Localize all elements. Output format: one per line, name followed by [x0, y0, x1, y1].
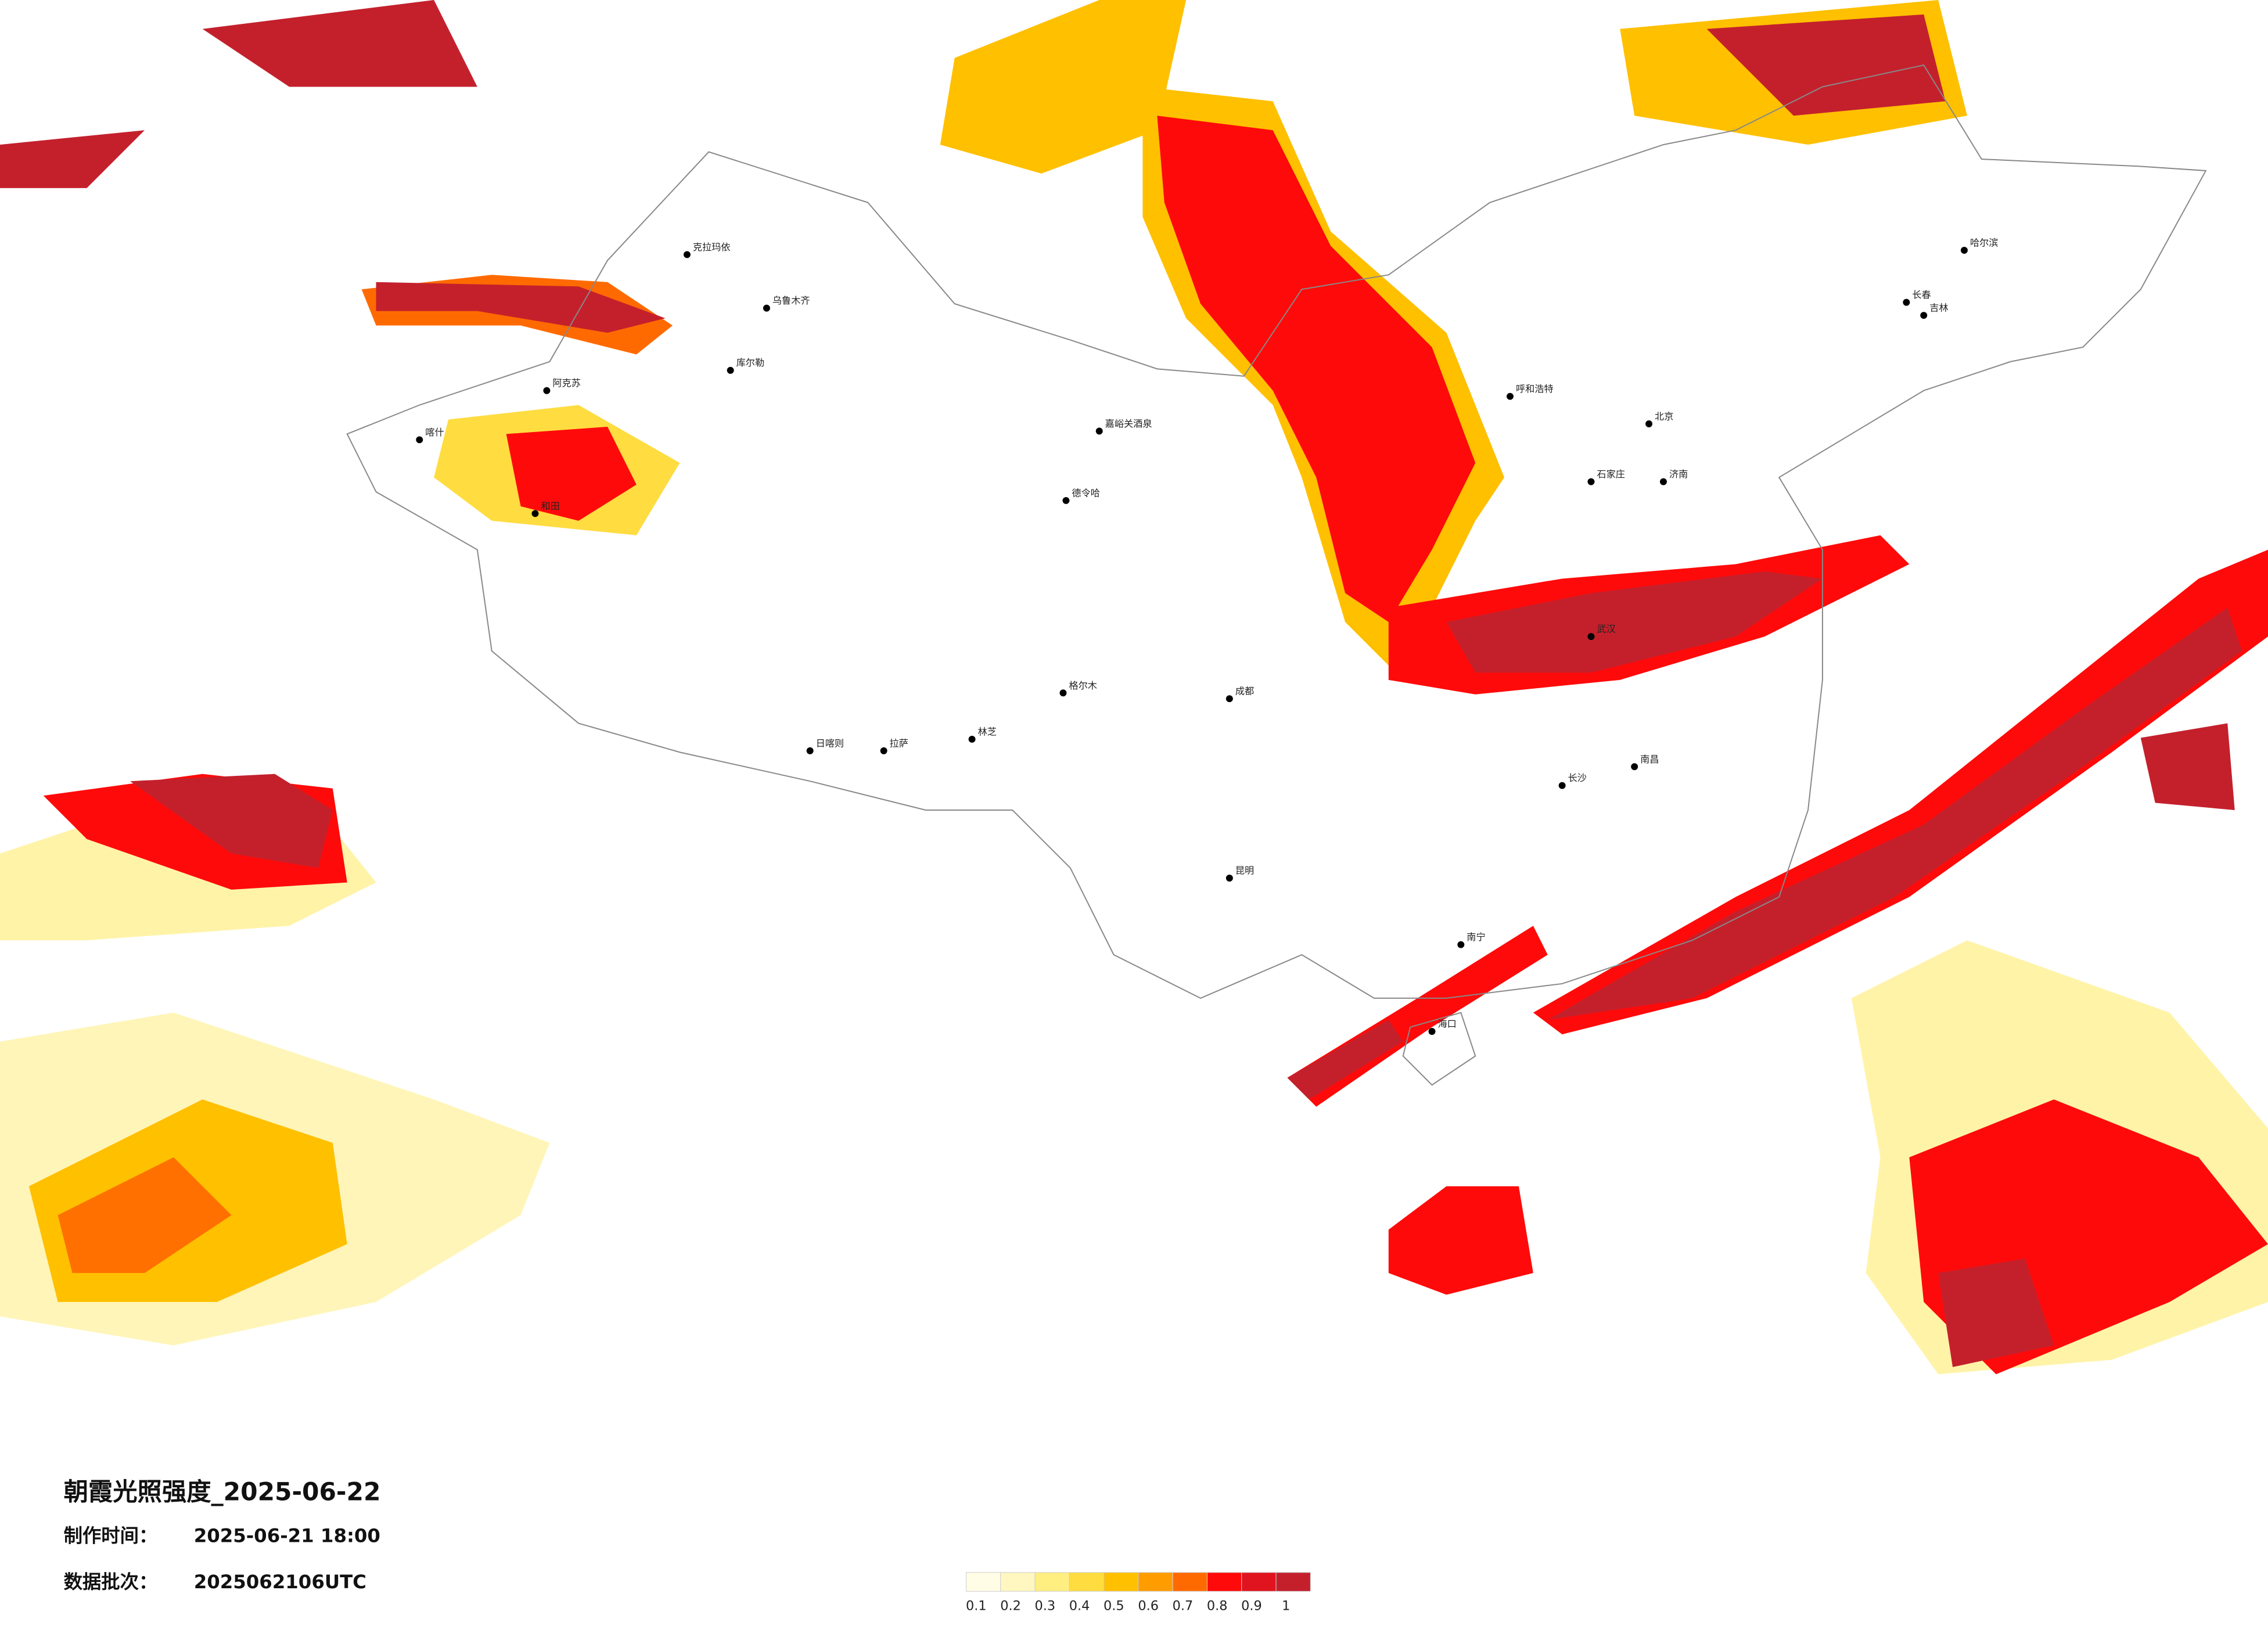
colorbar-tick-label: 0.8 [1207, 1599, 1228, 1614]
city-label: 石家庄 [1597, 469, 1625, 480]
city-label: 克拉玛依 [693, 242, 731, 253]
city-label: 成都 [1235, 686, 1254, 697]
city-label: 和田 [541, 501, 559, 512]
city-label: 拉萨 [890, 738, 908, 749]
city-dot [1062, 497, 1070, 504]
colorbar-swatch [1104, 1572, 1139, 1592]
colorbar-tick-label: 0.2 [1000, 1599, 1021, 1614]
batch-value: 2025062106UTC [194, 1571, 366, 1593]
city-label: 格尔木 [1069, 680, 1097, 691]
city-dot [1225, 875, 1233, 882]
colorbar-swatch [1241, 1572, 1277, 1592]
city-dot [968, 735, 976, 743]
city-dot [1225, 695, 1233, 703]
city-label: 库尔勒 [736, 357, 765, 368]
city-label: 喀什 [425, 427, 444, 438]
city-label: 南宁 [1467, 931, 1485, 942]
city-label: 林芝 [978, 726, 997, 737]
city-label: 长春 [1912, 289, 1931, 300]
colorbar-swatch [1000, 1572, 1036, 1592]
colorbar-tick-label: 0.7 [1173, 1599, 1194, 1614]
city-label: 乌鲁木齐 [772, 295, 810, 306]
colorbar-swatch [966, 1572, 1001, 1592]
city-label: 呼和浩特 [1516, 383, 1554, 394]
city-dot [727, 366, 734, 374]
city-dot [1587, 478, 1595, 485]
city-label: 哈尔滨 [1970, 237, 1999, 248]
city-label: 阿克苏 [552, 377, 581, 388]
colorbar-swatch [1138, 1572, 1173, 1592]
city-dot [1507, 393, 1514, 400]
colorbar-tick-label: 0.4 [1069, 1599, 1090, 1614]
city-label: 长沙 [1568, 772, 1587, 783]
city-label: 日喀则 [816, 738, 844, 749]
city-dot [416, 436, 423, 444]
colorbar-tick-label: 0.5 [1104, 1599, 1124, 1614]
city-label: 嘉峪关酒泉 [1105, 418, 1152, 429]
city-dot [1660, 478, 1667, 485]
colorbar-swatch [1275, 1572, 1311, 1592]
colorbar-tick-label: 0.9 [1241, 1599, 1262, 1614]
city-dot [1428, 1028, 1436, 1035]
city-dot [1095, 427, 1103, 435]
city-label: 吉林 [1929, 303, 1948, 314]
city-dot [1587, 633, 1595, 641]
city-dot [1457, 941, 1465, 948]
city-dot [531, 510, 539, 517]
colorbar-tick-label: 0.1 [966, 1599, 987, 1614]
city-dot [1558, 782, 1566, 789]
colorbar-swatch [1207, 1572, 1242, 1592]
colorbar-swatch [1034, 1572, 1070, 1592]
map-title: 朝霞光照强度_2025-06-22 [64, 1477, 381, 1506]
colorbar-swatch [1069, 1572, 1105, 1592]
city-dot [1961, 246, 1968, 254]
city-label: 昆明 [1235, 865, 1254, 876]
city-label: 南昌 [1640, 754, 1659, 765]
city-label: 德令哈 [1072, 487, 1100, 498]
colorbar-tick-label: 0.6 [1138, 1599, 1159, 1614]
colorbar: 0.1 0.2 0.3 0.4 0.5 0.6 0.7 0.8 0.9 1 [966, 1572, 1311, 1614]
made-value: 2025-06-21 18:00 [194, 1525, 380, 1547]
city-dot [1059, 689, 1067, 697]
city-label: 济南 [1669, 469, 1688, 480]
city-label: 武汉 [1597, 624, 1615, 635]
city-dot [1645, 420, 1653, 427]
field-layer [0, 0, 2268, 1375]
city-dot [1631, 763, 1638, 771]
city-label: 北京 [1655, 411, 1673, 422]
made-label: 制作时间： [64, 1525, 158, 1547]
batch-label: 数据批次： [64, 1571, 158, 1593]
city-dot [543, 387, 551, 394]
city-dot [763, 304, 770, 312]
city-dot [1903, 298, 1910, 306]
map-outline [346, 64, 2207, 999]
city-dot [806, 747, 814, 754]
hainan [1402, 1012, 1476, 1086]
colorbar-tick-label: 0.3 [1035, 1599, 1056, 1614]
city-dot [880, 747, 887, 754]
city-label: 海口 [1437, 1019, 1456, 1030]
city-dot [683, 251, 691, 258]
city-dot [1920, 312, 1928, 319]
colorbar-tick-label: 1 [1282, 1599, 1290, 1614]
colorbar-swatch [1172, 1572, 1208, 1592]
